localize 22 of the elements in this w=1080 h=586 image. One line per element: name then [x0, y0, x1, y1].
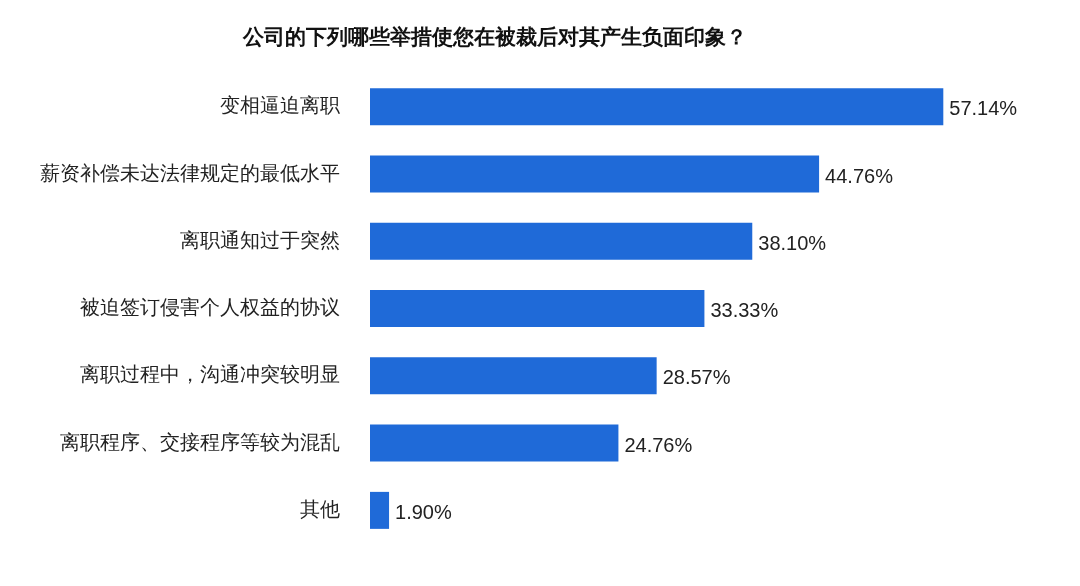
y-tick-label: 其他	[300, 497, 340, 520]
data-label: 44.76%	[825, 164, 894, 187]
y-tick-label: 离职程序、交接程序等较为混乱	[60, 430, 340, 453]
data-label: 1.90%	[395, 500, 452, 523]
data-label: 24.76%	[624, 433, 693, 456]
bar	[370, 424, 619, 462]
chart-title: 公司的下列哪些举措使您在被裁后对其产生负面印象？	[242, 25, 747, 49]
y-tick-label: 离职过程中，沟通冲突较明显	[80, 363, 340, 386]
data-label: 33.33%	[710, 299, 779, 322]
data-label: 28.57%	[662, 366, 731, 389]
bar	[370, 491, 390, 529]
data-label: 38.10%	[758, 231, 827, 254]
y-tick-label: 薪资补偿未达法律规定的最低水平	[40, 161, 340, 184]
y-tick-label: 离职通知过于突然	[180, 228, 340, 251]
y-tick-label: 被迫签订侵害个人权益的协议	[80, 296, 340, 319]
bar	[370, 222, 753, 260]
data-label: 57.14%	[949, 97, 1018, 120]
bar	[370, 357, 657, 395]
bar	[370, 290, 705, 328]
y-tick-label: 变相逼迫离职	[220, 94, 340, 117]
bar	[370, 155, 820, 193]
bar	[370, 88, 944, 126]
